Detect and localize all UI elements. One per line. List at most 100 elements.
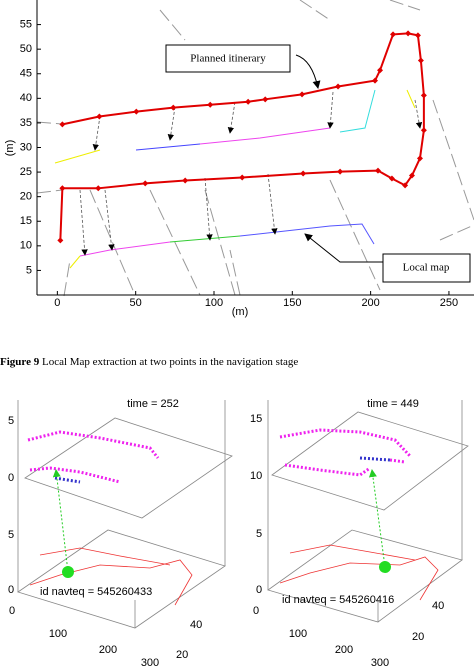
y-tick-label: 25	[20, 166, 32, 178]
annotation-box	[165, 44, 291, 73]
y-tick-label: 40	[190, 619, 202, 631]
itinerary-point	[388, 175, 395, 182]
ticks: 15 10 5 0 0 100 200 300 40 20	[250, 413, 444, 668]
itinerary-point	[239, 174, 246, 181]
caption: Figure 9 Local Map extraction at two poi…	[0, 356, 298, 368]
projection-arrow	[52, 469, 69, 573]
map-points	[27, 430, 160, 484]
y-tick-label: 45	[20, 68, 32, 80]
z-tick-label: 5	[8, 529, 14, 541]
z-tick-label: 15	[250, 413, 262, 425]
itinerary-point	[142, 180, 149, 187]
id-label: id navteq = 545260433	[40, 586, 152, 598]
local-map-segments	[54, 89, 416, 269]
itinerary-point	[262, 96, 269, 103]
itinerary-point	[300, 170, 307, 177]
itinerary-point	[416, 155, 423, 162]
y-tick-label: 20	[176, 649, 188, 661]
y-tick-label: 20	[20, 191, 32, 203]
y-tick-label: 20	[412, 631, 424, 643]
z-tick-label: 0	[8, 584, 14, 596]
z-tick-label: 5	[256, 528, 262, 540]
itinerary-point	[414, 32, 421, 39]
itinerary-point	[57, 237, 64, 244]
y-tick-label: 35	[20, 117, 32, 129]
id-label: id navteq = 545260416	[282, 594, 394, 606]
itinerary-point	[245, 98, 252, 105]
itinerary-point	[207, 101, 214, 108]
y-axis-label: (m)	[4, 140, 16, 157]
x-tick-label: 50	[130, 297, 142, 309]
y-tick-label: 40	[432, 600, 444, 612]
itinerary-point	[408, 172, 415, 179]
itinerary-point	[299, 91, 306, 98]
map-points	[54, 476, 81, 484]
itinerary-point	[59, 185, 66, 192]
caption-text: Local Map extraction at two points in th…	[39, 356, 298, 368]
itinerary-point	[372, 77, 379, 84]
x-tick-label: 200	[99, 644, 117, 656]
route	[29, 547, 193, 606]
annotation: Planned itinerary	[190, 53, 266, 65]
itinerary-point	[95, 185, 102, 192]
x-tick-label: 0	[9, 605, 15, 617]
x-tick-label: 100	[49, 628, 67, 640]
y-tick-label: 50	[20, 43, 32, 55]
itinerary-point	[390, 31, 397, 38]
itinerary-point	[402, 182, 409, 189]
z-tick-label: 0	[8, 472, 14, 484]
plane	[24, 417, 233, 519]
y-tick-label: 40	[20, 92, 32, 104]
x-tick-label: 0	[253, 605, 259, 617]
x-tick-label: 200	[335, 644, 353, 656]
position-marker	[379, 561, 391, 573]
itinerary-point	[374, 167, 381, 174]
x-tick-label: 300	[141, 657, 159, 668]
itinerary-point	[420, 92, 427, 99]
annotation-arrow	[304, 233, 383, 263]
position-marker	[62, 566, 74, 578]
projection-arrow	[368, 469, 386, 568]
plane	[271, 411, 469, 511]
itinerary-point	[417, 57, 424, 64]
caption-label: Figure 9	[0, 356, 40, 368]
x-tick-label: 100	[205, 297, 223, 309]
itinerary-point	[420, 127, 427, 134]
annotation-arrow	[295, 54, 321, 89]
x-tick-label: 0	[54, 297, 60, 309]
itinerary-line	[59, 32, 425, 241]
time-label: time = 252	[127, 398, 179, 410]
map-points	[279, 428, 412, 477]
guide-arrows	[79, 91, 423, 256]
itinerary-point	[337, 168, 344, 175]
road-lines	[36, 0, 474, 297]
axis-line	[267, 400, 463, 622]
x-tick-label: 150	[283, 297, 301, 309]
z-tick-label: 5	[8, 415, 14, 427]
axis-line	[17, 400, 226, 628]
itinerary-point	[96, 113, 103, 120]
route	[279, 544, 439, 601]
ticks: 5 0 5 0 0 100 200 300 40 20	[8, 415, 202, 668]
map-points	[359, 456, 391, 462]
y-tick-label: 5	[26, 264, 32, 276]
y-tick-label: 55	[20, 18, 32, 30]
itinerary-point	[182, 177, 189, 184]
x-tick-label: 250	[440, 297, 458, 309]
x-tick-label: 100	[289, 628, 307, 640]
annotation: Local map	[403, 262, 450, 274]
panel: time = 252 id navteq = 545260433 5 0 5 0…	[8, 398, 233, 668]
itinerary-point	[170, 104, 177, 111]
z-tick-label: 10	[250, 470, 262, 482]
y-tick-label: 15	[20, 215, 32, 227]
itinerary-point	[405, 30, 412, 37]
y-tick-label: 30	[20, 141, 32, 153]
top-chart: 5 10 15 20 25 30 35 40 45 50 55 0 50 100 150 200 250 Pla…	[4, 0, 474, 318]
itinerary-point	[59, 121, 66, 128]
panel: time = 449 id navteq = 545260416 15 10 5…	[250, 398, 469, 668]
itinerary-point	[377, 67, 384, 74]
itinerary-point	[335, 83, 342, 90]
x-tick-label: 300	[371, 657, 389, 668]
time-label: time = 449	[367, 398, 419, 410]
